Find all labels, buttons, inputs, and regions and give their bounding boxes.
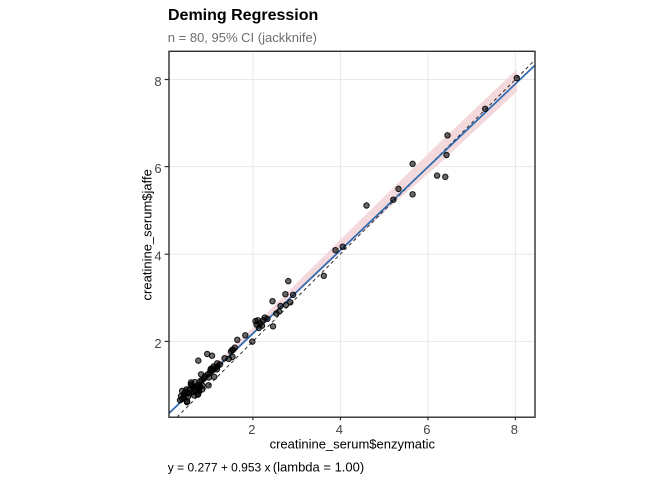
svg-text:4: 4 <box>336 422 343 437</box>
svg-text:2: 2 <box>248 422 255 437</box>
svg-text:n = 80, 95% CI (jackknife): n = 80, 95% CI (jackknife) <box>168 30 317 45</box>
svg-text:6: 6 <box>423 422 430 437</box>
svg-text:Deming Regression: Deming Regression <box>168 7 318 24</box>
svg-text:2: 2 <box>154 336 161 351</box>
svg-text:8: 8 <box>154 74 161 89</box>
svg-text:6: 6 <box>154 161 161 176</box>
svg-text:8: 8 <box>511 422 518 437</box>
svg-text:4: 4 <box>154 249 161 264</box>
svg-text:y = 0.277 + 0.953 x: y = 0.277 + 0.953 x <box>168 460 271 474</box>
svg-text:(lambda = 1.00): (lambda = 1.00) <box>273 459 364 474</box>
svg-text:creatinine_serum$enzymatic: creatinine_serum$enzymatic <box>270 437 436 452</box>
svg-text:creatinine_serum$jaffe: creatinine_serum$jaffe <box>140 169 155 300</box>
